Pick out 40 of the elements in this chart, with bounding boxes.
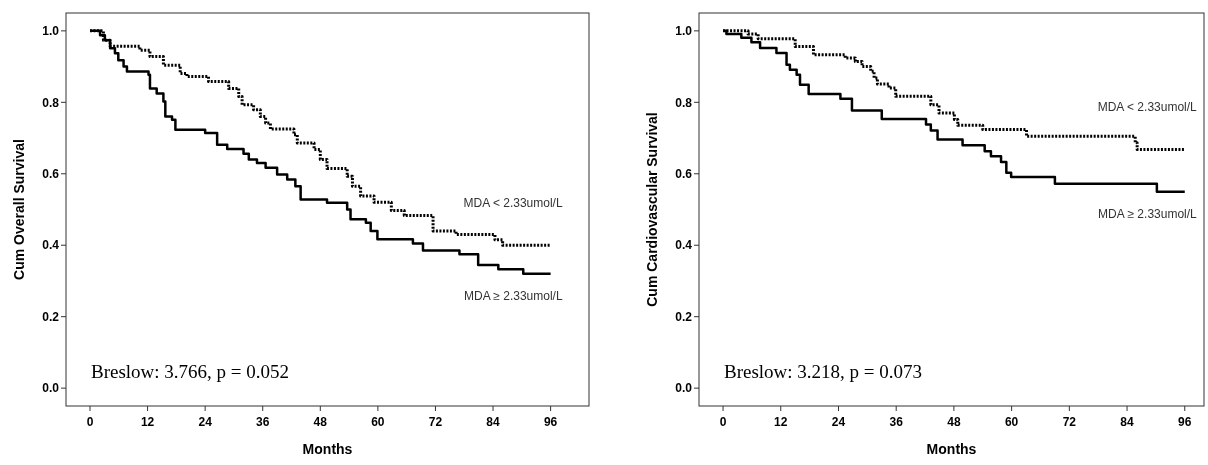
x-axis-title: Months — [302, 441, 353, 457]
y-tick-label: 0.6 — [42, 166, 60, 181]
y-axis-title: Cum Cardiovascular Survival — [644, 112, 660, 307]
x-tick-label: 72 — [428, 415, 443, 429]
x-tick-label: 36 — [256, 415, 270, 429]
x-axis-title: Months — [926, 441, 977, 457]
y-tick-label: 0.0 — [42, 381, 60, 396]
y-tick-label: 0.6 — [675, 166, 693, 181]
x-tick-label: 96 — [543, 415, 558, 429]
x-tick-label: 84 — [1120, 415, 1135, 429]
x-tick-label: 48 — [947, 415, 961, 429]
x-tick-label: 0 — [86, 415, 94, 429]
x-tick-label: 24 — [831, 415, 846, 429]
x-tick-label: 48 — [313, 415, 328, 429]
annotation: Breslow: 3.766, p = 0.052 — [91, 361, 290, 382]
x-tick-label: 36 — [889, 415, 904, 429]
y-tick-label: 0.4 — [42, 238, 60, 253]
y-tick-label: 0.8 — [42, 95, 60, 110]
y-tick-label: 1.0 — [42, 24, 60, 39]
x-tick-label: 24 — [198, 415, 213, 429]
x-tick-label: 60 — [371, 415, 385, 429]
annotation: Breslow: 3.218, p = 0.073 — [724, 361, 923, 382]
x-tick-label: 0 — [719, 415, 727, 429]
x-tick-label: 12 — [774, 415, 788, 429]
y-tick-label: 0.8 — [675, 95, 693, 110]
x-tick-label: 12 — [140, 415, 155, 429]
y-tick-label: 0.4 — [675, 238, 693, 253]
series-label: MDA < 2.33umol/L — [463, 196, 563, 211]
y-tick-label: 1.0 — [675, 24, 693, 39]
x-tick-label: 72 — [1062, 415, 1077, 429]
y-tick-label: 0.2 — [675, 309, 693, 324]
series-label: MDA ≥ 2.33umol/L — [1098, 206, 1198, 221]
series-label: MDA ≥ 2.33umol/L — [463, 288, 563, 303]
y-tick-label: 0.2 — [42, 309, 60, 324]
y-axis-title: Cum Overall Survival — [11, 139, 27, 280]
series-label: MDA < 2.33umol/L — [1097, 100, 1198, 115]
x-tick-label: 96 — [1178, 415, 1192, 429]
x-tick-label: 84 — [486, 415, 501, 429]
y-tick-label: 0.0 — [675, 381, 693, 396]
x-tick-label: 60 — [1004, 415, 1019, 429]
